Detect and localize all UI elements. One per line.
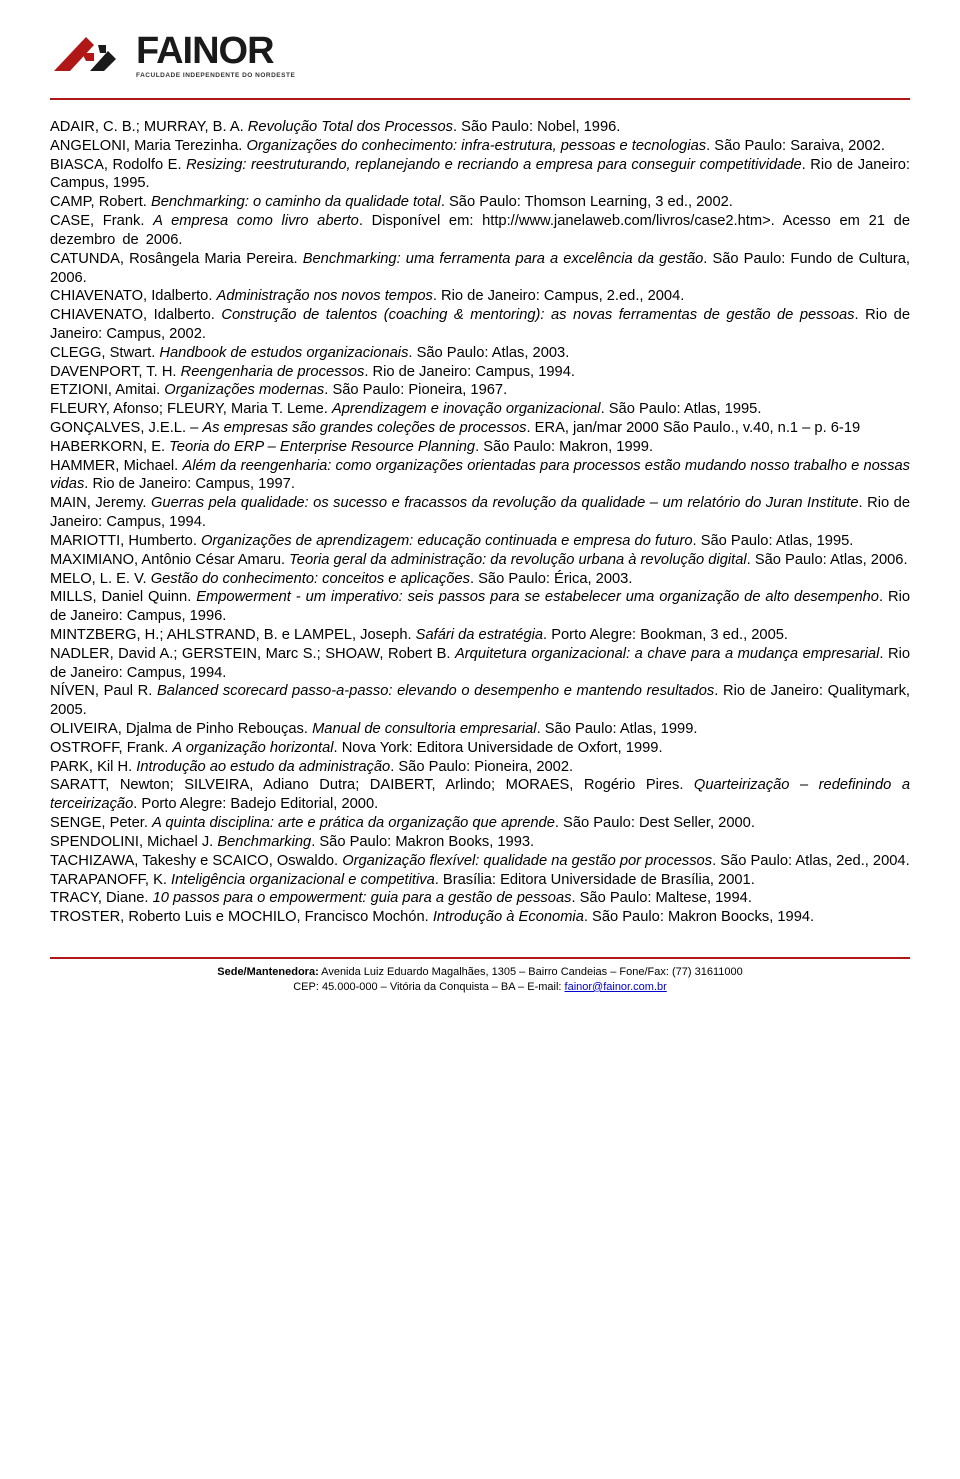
bibliography-entry: BIASCA, Rodolfo E. Resizing: reestrutura…: [50, 156, 910, 194]
bibliography-entry: MILLS, Daniel Quinn. Empowerment - um im…: [50, 588, 910, 626]
bibliography-entry: GONÇALVES, J.E.L. – As empresas são gran…: [50, 419, 910, 438]
logo-mark: [50, 31, 130, 81]
bibliography-entry: NADLER, David A.; GERSTEIN, Marc S.; SHO…: [50, 645, 910, 683]
logo-subtitle: FACULDADE INDEPENDENTE DO NORDESTE: [136, 72, 295, 79]
bibliography-entry: CAMP, Robert. Benchmarking: o caminho da…: [50, 193, 910, 212]
footer-label: Sede/Mantenedora:: [217, 966, 318, 978]
bibliography-entry: MELO, L. E. V. Gestão do conhecimento: c…: [50, 570, 910, 589]
bibliography-content: ADAIR, C. B.; MURRAY, B. A. Revolução To…: [50, 118, 910, 927]
bibliography-entry: CATUNDA, Rosângela Maria Pereira. Benchm…: [50, 250, 910, 288]
bibliography-entry: HABERKORN, E. Teoria do ERP – Enterprise…: [50, 438, 910, 457]
bibliography-entry: NÍVEN, Paul R. Balanced scorecard passo-…: [50, 682, 910, 720]
bibliography-entry: CASE, Frank. A empresa como livro aberto…: [50, 212, 910, 250]
bibliography-entry: CHIAVENATO, Idalberto. Administração nos…: [50, 287, 910, 306]
bibliography-entry: SPENDOLINI, Michael J. Benchmarking. São…: [50, 833, 910, 852]
bibliography-entry: TACHIZAWA, Takeshy e SCAICO, Oswaldo. Or…: [50, 852, 910, 871]
bibliography-entry: MINTZBERG, H.; AHLSTRAND, B. e LAMPEL, J…: [50, 626, 910, 645]
bibliography-entry: MAIN, Jeremy. Guerras pela qualidade: os…: [50, 494, 910, 532]
bibliography-entry: OLIVEIRA, Djalma de Pinho Rebouças. Manu…: [50, 720, 910, 739]
bibliography-entry: ETZIONI, Amitai. Organizações modernas. …: [50, 381, 910, 400]
bibliography-entry: OSTROFF, Frank. A organização horizontal…: [50, 739, 910, 758]
page-footer: Sede/Mantenedora: Avenida Luiz Eduardo M…: [50, 965, 910, 995]
bibliography-entry: FLEURY, Afonso; FLEURY, Maria T. Leme. A…: [50, 400, 910, 419]
bibliography-entry: DAVENPORT, T. H. Reengenharia de process…: [50, 363, 910, 382]
bibliography-entry: TRACY, Diane. 10 passos para o empowerme…: [50, 889, 910, 908]
bibliography-entry: MAXIMIANO, Antônio César Amaru. Teoria g…: [50, 551, 910, 570]
bibliography-entry: ANGELONI, Maria Terezinha. Organizações …: [50, 137, 910, 156]
footer-address: Avenida Luiz Eduardo Magalhães, 1305 – B…: [319, 966, 743, 978]
bibliography-entry: HAMMER, Michael. Além da reengenharia: c…: [50, 457, 910, 495]
header-rule: [50, 98, 910, 100]
bibliography-entry: CLEGG, Stwart. Handbook de estudos organ…: [50, 344, 910, 363]
logo-name: FAINOR: [136, 33, 295, 69]
bibliography-entry: TARAPANOFF, K. Inteligência organizacion…: [50, 871, 910, 890]
bibliography-entry: TROSTER, Roberto Luis e MOCHILO, Francis…: [50, 908, 910, 927]
bibliography-entry: CHIAVENATO, Idalberto. Construção de tal…: [50, 306, 910, 344]
footer-cep: CEP: 45.000-000 – Vitória da Conquista –…: [293, 981, 564, 993]
logo: FAINOR FACULDADE INDEPENDENTE DO NORDEST…: [50, 20, 910, 92]
bibliography-entry: SARATT, Newton; SILVEIRA, Adiano Dutra; …: [50, 776, 910, 814]
bibliography-entry: SENGE, Peter. A quinta disciplina: arte …: [50, 814, 910, 833]
footer-email-link[interactable]: fainor@fainor.com.br: [565, 981, 667, 993]
footer-line-1: Sede/Mantenedora: Avenida Luiz Eduardo M…: [50, 965, 910, 980]
bibliography-entry: MARIOTTI, Humberto. Organizações de apre…: [50, 532, 910, 551]
bibliography-entry: ADAIR, C. B.; MURRAY, B. A. Revolução To…: [50, 118, 910, 137]
bibliography-entry: PARK, Kil H. Introdução ao estudo da adm…: [50, 758, 910, 777]
footer-rule: [50, 957, 910, 959]
footer-line-2: CEP: 45.000-000 – Vitória da Conquista –…: [50, 980, 910, 995]
